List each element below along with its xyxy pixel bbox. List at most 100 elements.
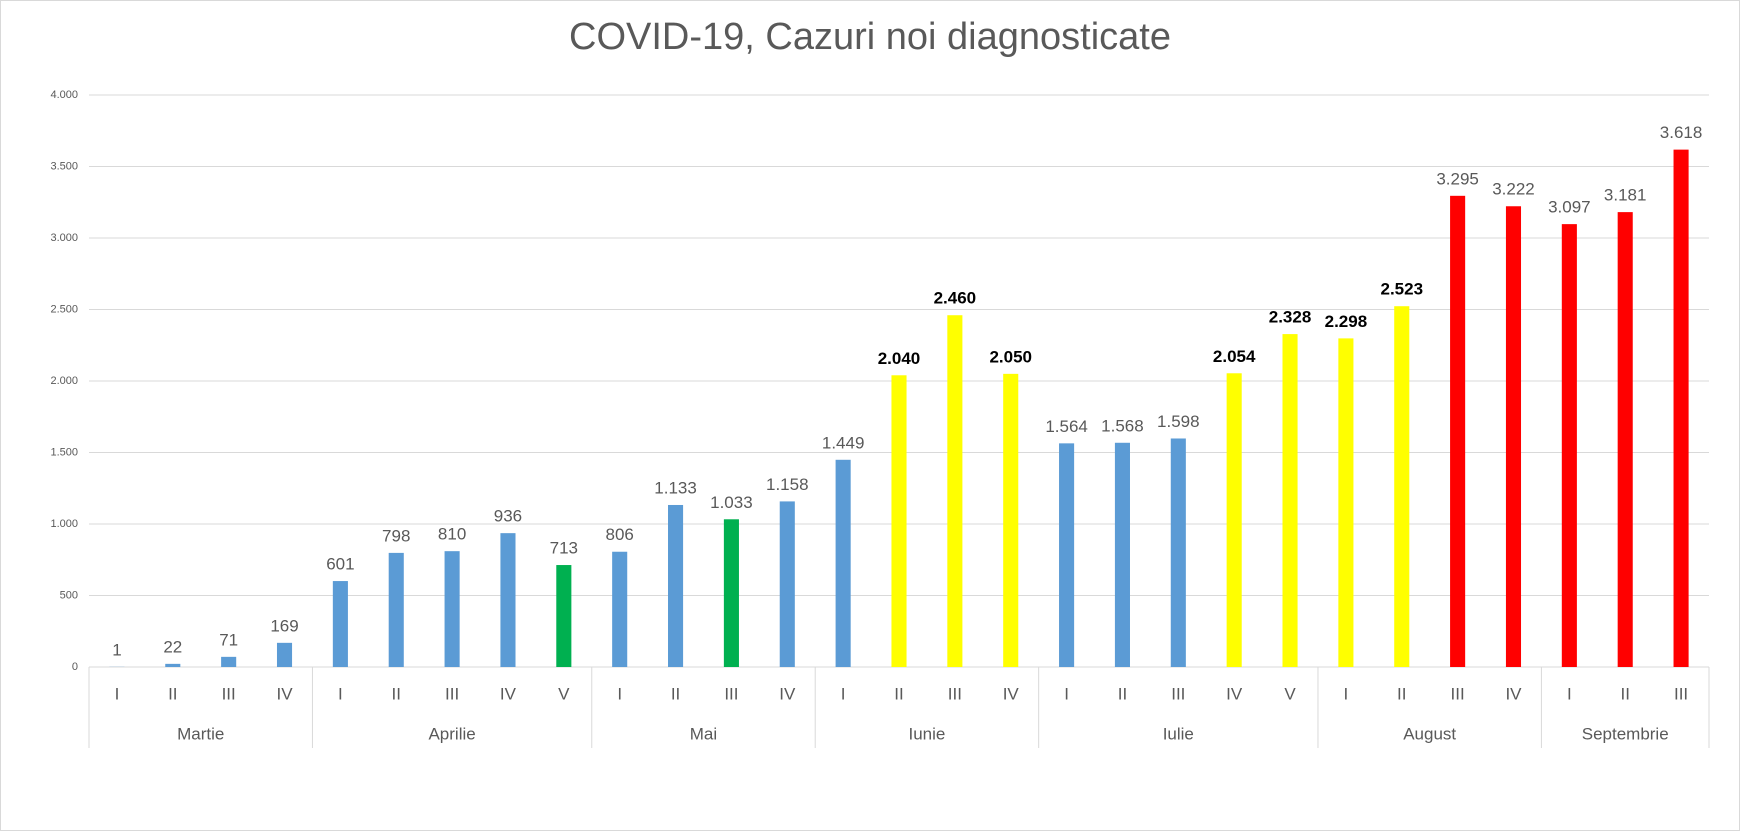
x-tick-label: I: [1567, 684, 1572, 703]
chart-title: COVID-19, Cazuri noi diagnosticate: [569, 16, 1171, 58]
x-tick-label: I: [841, 684, 846, 703]
x-tick-label: V: [558, 684, 570, 703]
bar: [1617, 212, 1633, 667]
value-label: 169: [270, 616, 298, 635]
x-tick-label: I: [115, 684, 120, 703]
value-label: 1.568: [1101, 416, 1144, 435]
bar: [1450, 195, 1466, 667]
y-tick-label: 1.500: [50, 446, 78, 458]
x-tick-label: V: [1284, 684, 1296, 703]
bar: [1282, 334, 1298, 667]
value-label: 1: [112, 640, 121, 659]
group-label: Iunie: [908, 724, 945, 743]
value-label: 71: [219, 630, 238, 649]
group-label: Mai: [690, 724, 717, 743]
y-tick-label: 3.000: [50, 232, 78, 244]
bar: [1505, 206, 1522, 667]
bar: [947, 315, 963, 667]
x-tick-label: I: [1064, 684, 1069, 703]
bar: [388, 552, 404, 667]
value-label: 3.295: [1436, 169, 1479, 188]
value-label: 2.460: [934, 289, 977, 308]
value-label: 798: [382, 526, 410, 545]
bar: [556, 565, 572, 667]
x-tick-label: IV: [1003, 684, 1020, 703]
value-label: 3.097: [1548, 198, 1591, 217]
bar: [1226, 373, 1242, 667]
bar: [1059, 443, 1075, 667]
bar: [276, 642, 293, 667]
bar: [165, 663, 181, 667]
value-label: 3.618: [1660, 123, 1703, 142]
x-tick-label: III: [1674, 684, 1688, 703]
x-tick-label: IV: [500, 684, 517, 703]
bar: [1003, 373, 1019, 667]
x-tick-label: II: [1118, 684, 1127, 703]
x-tick-label: IV: [1505, 684, 1522, 703]
y-tick-label: 4.000: [50, 89, 78, 101]
bar: [500, 533, 516, 667]
x-tick-label: I: [338, 684, 343, 703]
bar: [221, 656, 237, 667]
value-label: 3.181: [1604, 186, 1647, 205]
y-tick-label: 1.000: [50, 518, 78, 530]
bar: [1114, 442, 1130, 667]
bar: [779, 501, 795, 667]
value-label: 713: [550, 539, 578, 558]
bar: [1673, 149, 1689, 668]
bar: [1170, 438, 1186, 667]
x-tick-label: III: [1171, 684, 1185, 703]
value-label: 3.222: [1492, 180, 1535, 199]
group-label: Iulie: [1163, 724, 1194, 743]
value-label: 1.449: [822, 433, 865, 452]
x-tick-label: IV: [276, 684, 293, 703]
x-tick-label: I: [1344, 684, 1349, 703]
bar: [835, 459, 851, 667]
x-tick-label: I: [617, 684, 622, 703]
group-label: Aprilie: [428, 724, 475, 743]
value-label: 806: [606, 525, 634, 544]
bar: [444, 551, 460, 667]
value-label: 1.158: [766, 475, 809, 494]
x-tick-label: III: [445, 684, 459, 703]
value-label: 936: [494, 507, 522, 526]
value-label: 22: [163, 637, 182, 656]
bar: [1394, 306, 1410, 667]
x-tick-label: II: [168, 684, 177, 703]
value-label: 2.050: [989, 347, 1032, 366]
x-tick-label: III: [948, 684, 962, 703]
group-label: Martie: [177, 724, 224, 743]
bar: [1338, 338, 1354, 667]
value-label: 2.298: [1325, 312, 1368, 331]
bar: [612, 551, 628, 667]
bar: [723, 519, 739, 667]
value-label: 1.598: [1157, 412, 1200, 431]
group-label: August: [1403, 724, 1456, 743]
bar: [668, 504, 684, 667]
bar: [1561, 224, 1577, 667]
x-tick-label: II: [1620, 684, 1629, 703]
x-tick-label: III: [1451, 684, 1465, 703]
value-label: 2.523: [1380, 280, 1423, 299]
x-tick-label: III: [222, 684, 236, 703]
value-label: 601: [326, 555, 354, 574]
y-tick-label: 500: [60, 589, 78, 601]
value-label: 2.054: [1213, 347, 1256, 366]
x-tick-label: IV: [779, 684, 796, 703]
value-label: 1.133: [654, 478, 697, 497]
x-tick-label: II: [1397, 684, 1406, 703]
value-label: 810: [438, 525, 466, 544]
x-tick-label: II: [894, 684, 903, 703]
x-tick-label: II: [671, 684, 680, 703]
y-tick-label: 2.000: [50, 375, 78, 387]
x-tick-label: II: [392, 684, 401, 703]
bar: [891, 375, 907, 667]
x-tick-label: IV: [1226, 684, 1243, 703]
value-label: 2.328: [1269, 308, 1312, 327]
x-tick-label: III: [724, 684, 738, 703]
value-label: 1.033: [710, 493, 753, 512]
y-tick-label: 0: [72, 661, 78, 673]
value-label: 2.040: [878, 349, 921, 368]
